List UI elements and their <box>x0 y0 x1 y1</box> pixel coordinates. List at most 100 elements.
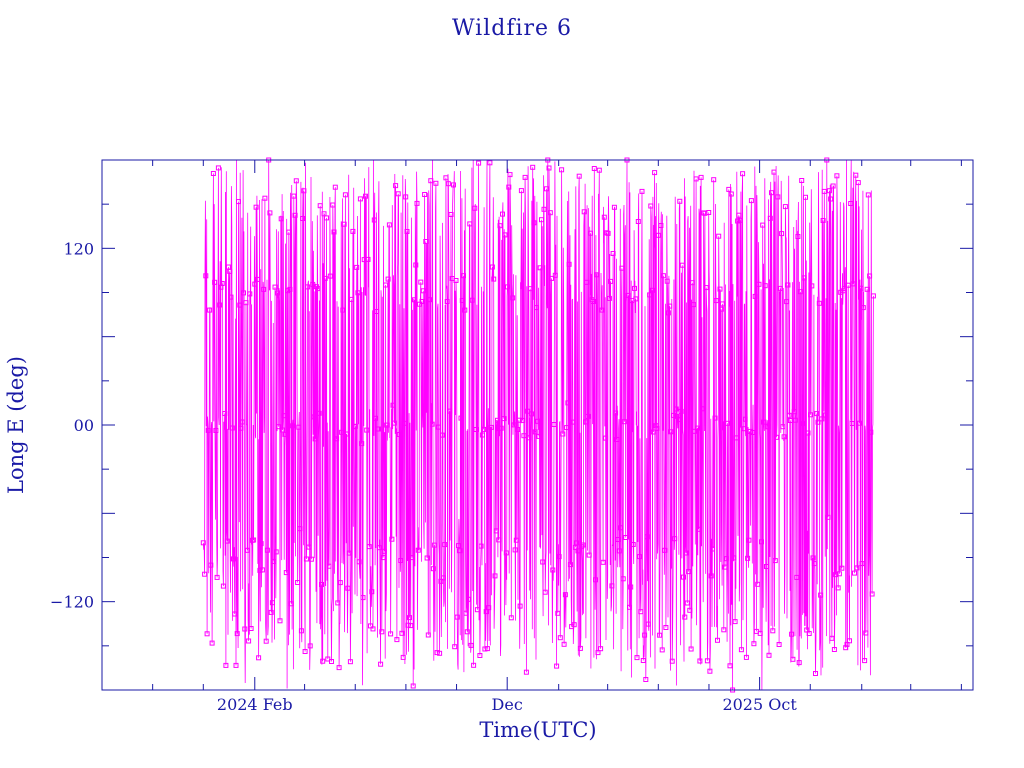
data-point <box>575 548 581 554</box>
data-point <box>603 435 609 441</box>
data-point <box>461 273 466 279</box>
data-point <box>213 428 219 433</box>
data-point <box>586 552 592 558</box>
data-point <box>332 184 338 190</box>
data-point <box>319 582 324 587</box>
data-point <box>535 418 541 424</box>
data-point <box>644 534 650 540</box>
data-point <box>676 417 681 423</box>
data-point <box>836 571 842 577</box>
data-point <box>682 614 688 620</box>
data-point <box>594 272 600 278</box>
data-point <box>585 413 591 419</box>
data-point <box>210 171 216 176</box>
data-point <box>322 275 328 281</box>
data-point <box>677 198 683 204</box>
data-point <box>601 214 607 220</box>
data-point <box>306 544 312 550</box>
data-point <box>849 421 855 426</box>
data-point <box>337 580 343 586</box>
data-point <box>718 306 724 312</box>
data-point <box>810 555 816 561</box>
data-point <box>653 423 659 429</box>
data-point <box>526 435 532 441</box>
data-point <box>648 203 654 209</box>
data-point <box>327 273 333 279</box>
data-point <box>442 542 448 548</box>
data-point <box>720 301 725 307</box>
data-point <box>506 184 512 190</box>
data-point <box>312 436 318 442</box>
data-point <box>495 417 500 423</box>
data-point <box>619 265 625 271</box>
data-point <box>287 286 293 292</box>
data-point <box>267 210 273 216</box>
data-point <box>276 424 282 430</box>
data-point <box>841 285 847 291</box>
data-point <box>356 559 362 565</box>
data-point <box>693 176 699 182</box>
data-point <box>696 526 702 532</box>
data-point <box>555 610 561 616</box>
data-point <box>716 233 722 239</box>
data-point <box>800 421 806 427</box>
data-point <box>252 281 258 287</box>
data-point <box>698 174 704 180</box>
data-point <box>228 294 234 300</box>
data-point <box>595 650 601 656</box>
data-point <box>384 422 390 428</box>
data-point <box>432 542 438 548</box>
data-point <box>326 563 332 569</box>
data-point <box>806 631 812 636</box>
data-point <box>488 424 494 430</box>
data-point <box>791 409 797 415</box>
data-point <box>464 629 470 635</box>
data-point <box>505 284 510 290</box>
data-point <box>795 234 801 239</box>
data-point <box>707 668 713 674</box>
y-axis-label: Long E (deg) <box>4 356 28 494</box>
data-point <box>723 556 729 562</box>
data-point <box>640 658 646 663</box>
data-point <box>803 194 808 200</box>
data-point <box>717 286 723 292</box>
data-point <box>843 645 849 651</box>
data-point <box>264 547 270 553</box>
data-point <box>779 231 785 237</box>
data-point <box>752 293 758 299</box>
data-point <box>608 278 614 284</box>
data-point <box>546 165 552 171</box>
data-point <box>508 615 514 621</box>
data-point <box>650 429 656 435</box>
data-point <box>404 229 410 234</box>
data-point <box>561 641 567 647</box>
data-point <box>731 555 737 561</box>
data-point <box>363 193 368 199</box>
data-point <box>288 601 294 607</box>
data-point <box>709 546 715 552</box>
data-point <box>813 671 818 676</box>
data-point <box>374 309 380 314</box>
data-point <box>239 419 245 425</box>
data-point <box>708 573 714 579</box>
data-point <box>805 430 811 436</box>
data-point <box>320 658 326 664</box>
data-point <box>774 434 780 440</box>
data-point <box>316 410 322 416</box>
data-point <box>551 422 557 427</box>
data-point <box>220 583 226 589</box>
data-point <box>867 273 873 279</box>
data-point <box>591 166 597 171</box>
data-point <box>273 549 279 555</box>
data-point <box>409 555 415 561</box>
data-point <box>755 581 761 587</box>
data-point <box>412 297 417 303</box>
data-point <box>458 415 464 421</box>
data-point <box>552 272 558 278</box>
data-point <box>635 219 641 224</box>
data-point <box>668 429 674 435</box>
data-point <box>340 307 346 313</box>
data-point <box>772 558 778 564</box>
data-point <box>373 415 378 421</box>
y-tick-label: 120 <box>63 239 94 258</box>
